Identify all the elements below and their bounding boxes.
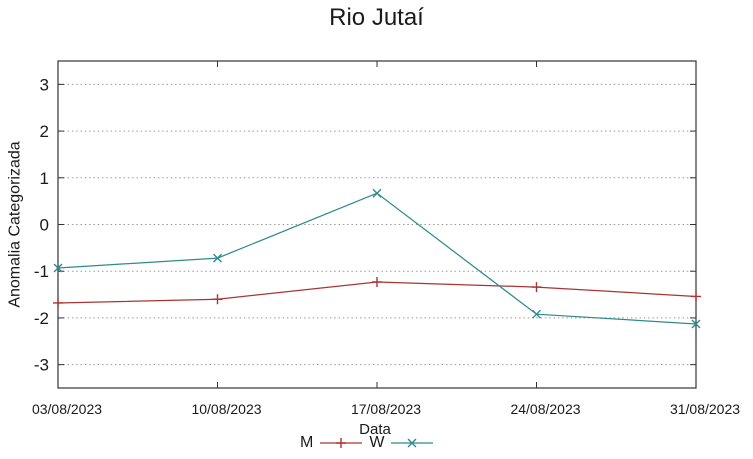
y-tick-label: 3 bbox=[40, 75, 49, 94]
plus-marker-icon bbox=[691, 291, 701, 302]
y-tick-label: 1 bbox=[40, 169, 49, 188]
legend-entry-m: M bbox=[300, 434, 363, 452]
cross-marker-icon bbox=[532, 309, 541, 319]
legend-sample-m-plus-icon bbox=[320, 438, 363, 448]
x-tick-label: 03/08/2023 bbox=[32, 401, 102, 417]
plus-marker-icon bbox=[531, 282, 542, 293]
x-tick-label: 17/08/2023 bbox=[351, 401, 421, 417]
cross-marker-icon bbox=[53, 263, 63, 273]
cross-marker-icon bbox=[407, 438, 417, 448]
x-axis-label: Data bbox=[359, 421, 391, 438]
cross-marker-icon bbox=[691, 319, 701, 329]
plus-marker-icon bbox=[212, 294, 223, 305]
y-tick-label: -1 bbox=[34, 262, 49, 281]
y-tick-label: 2 bbox=[40, 122, 49, 141]
legend: M W bbox=[300, 434, 434, 452]
x-tick-label: 10/08/2023 bbox=[191, 401, 261, 417]
cross-marker-icon bbox=[372, 188, 382, 198]
plus-marker-icon bbox=[372, 276, 382, 287]
y-tick-label: -2 bbox=[34, 309, 49, 328]
chart-title: Rio Jutaí bbox=[329, 4, 424, 31]
legend-label-m: M bbox=[300, 434, 314, 451]
legend-entry-w: W bbox=[369, 434, 434, 452]
y-tick-label: 0 bbox=[40, 216, 49, 235]
y-tick-label: -3 bbox=[34, 356, 49, 375]
cross-marker-icon bbox=[213, 253, 222, 263]
plus-marker-icon bbox=[336, 438, 347, 448]
x-tick-label: 24/08/2023 bbox=[510, 401, 580, 417]
legend-label-w: W bbox=[369, 434, 385, 451]
legend-sample-w-cross-icon bbox=[391, 438, 434, 448]
plus-marker-icon bbox=[53, 297, 63, 308]
series-line-w bbox=[57, 192, 697, 325]
x-tick-label: 31/08/2023 bbox=[670, 401, 740, 417]
